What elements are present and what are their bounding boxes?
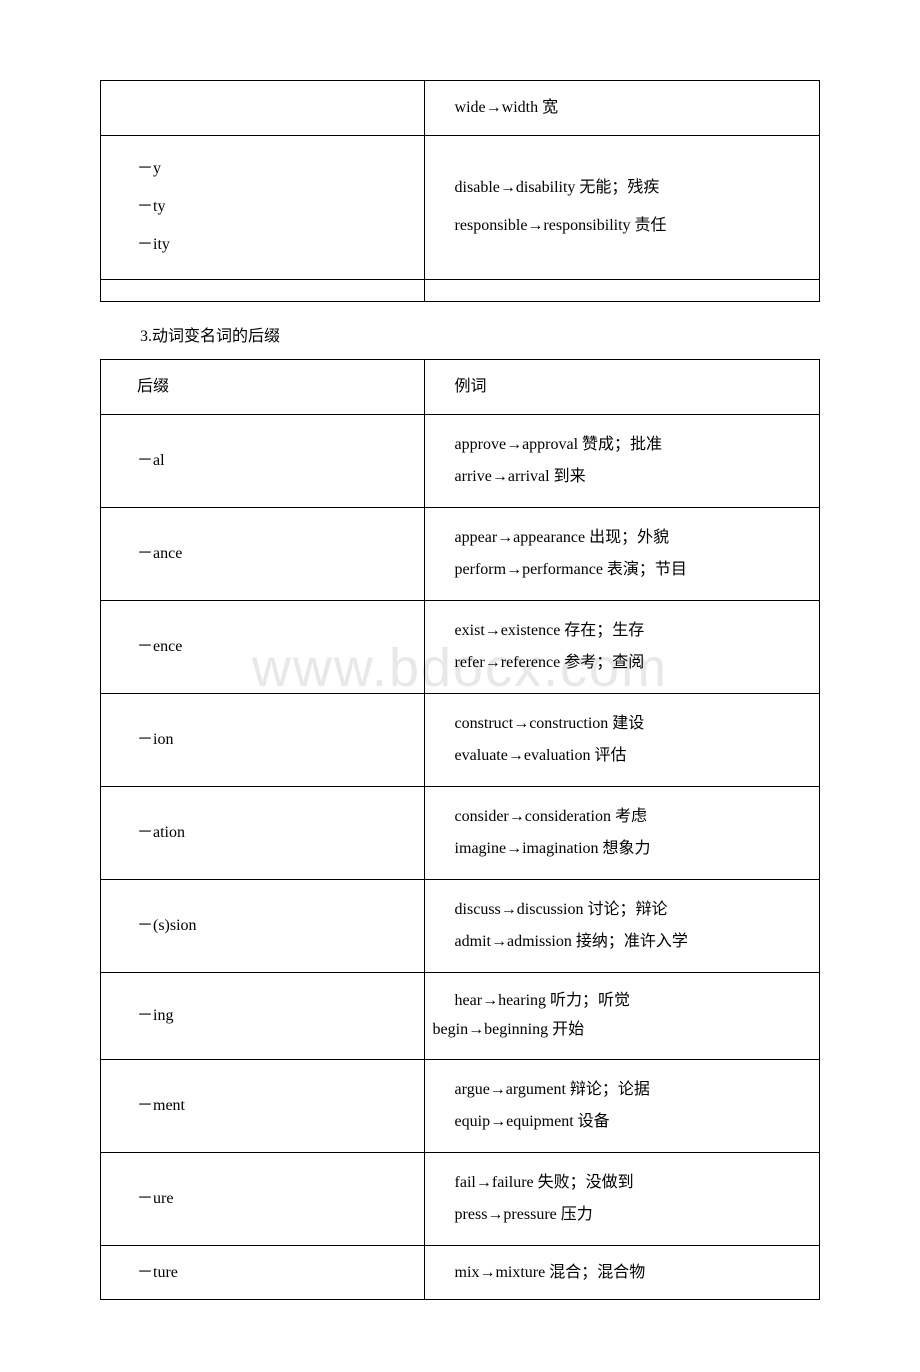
header-example: 例词 <box>424 360 819 415</box>
table-row: wide→width 宽 <box>101 81 820 136</box>
example-line: imagine→imagination 想象力 <box>455 833 811 865</box>
suffix-cell: －ence <box>101 600 425 693</box>
example-line: consider→consideration 考虑 <box>455 801 811 833</box>
table-row <box>101 279 820 301</box>
section-title: 3.动词变名词的后缀 <box>100 314 820 360</box>
example-line: exist→existence 存在；生存 <box>455 615 811 647</box>
table-adj-to-noun-suffixes: wide→width 宽 －y －ty －ity disable→disabil… <box>100 80 820 302</box>
example-line: arrive→arrival 到来 <box>455 461 811 493</box>
table-row: －ing hear→hearing 听力；听觉 begin→beginning … <box>101 972 820 1059</box>
suffix-cell: －ance <box>101 507 425 600</box>
example-cell: appear→appearance 出现；外貌 perform→performa… <box>424 507 819 600</box>
example-text: wide→width 宽 <box>455 99 559 116</box>
example-cell: wide→width 宽 <box>424 81 819 136</box>
example-line: press→pressure 压力 <box>455 1199 811 1231</box>
suffix-cell: －ion <box>101 693 425 786</box>
example-line: discuss→discussion 讨论；辩论 <box>433 894 811 926</box>
suffix-line: －y <box>137 150 416 188</box>
example-line: perform→performance 表演；节目 <box>433 554 811 586</box>
example-cell: disable→disability 无能；残疾 responsible→res… <box>424 135 819 279</box>
suffix-cell: －ing <box>101 972 425 1059</box>
example-cell: argue→argument 辩论；论据 equip→equipment 设备 <box>424 1059 819 1152</box>
table-row: －ence exist→existence 存在；生存 refer→refere… <box>101 600 820 693</box>
table-row: －ure fail→failure 失败；没做到 press→pressure … <box>101 1152 820 1245</box>
example-line: equip→equipment 设备 <box>455 1106 811 1138</box>
suffix-line: －ty <box>137 188 416 226</box>
table-header-row: 后缀 例词 <box>101 360 820 415</box>
suffix-cell: －ment <box>101 1059 425 1152</box>
table-row: －y －ty －ity disable→disability 无能；残疾 res… <box>101 135 820 279</box>
example-line: hear→hearing 听力；听觉 <box>433 987 811 1016</box>
example-cell: fail→failure 失败；没做到 press→pressure 压力 <box>424 1152 819 1245</box>
table-row: －(s)sion discuss→discussion 讨论；辩论 admit→… <box>101 879 820 972</box>
table-row: －al approve→approval 赞成；批准 arrive→arriva… <box>101 414 820 507</box>
header-suffix: 后缀 <box>101 360 425 415</box>
suffix-cell: －ure <box>101 1152 425 1245</box>
example-line: disable→disability 无能；残疾 <box>455 169 811 207</box>
example-cell: mix→mixture 混合；混合物 <box>424 1245 819 1300</box>
suffix-cell <box>101 81 425 136</box>
suffix-cell: －ture <box>101 1245 425 1300</box>
example-line: appear→appearance 出现；外貌 <box>433 522 811 554</box>
example-cell: hear→hearing 听力；听觉 begin→beginning 开始 <box>424 972 819 1059</box>
suffix-cell: －(s)sion <box>101 879 425 972</box>
example-cell: approve→approval 赞成；批准 arrive→arrival 到来 <box>424 414 819 507</box>
example-line: responsible→responsibility 责任 <box>455 207 811 245</box>
table-row: －ture mix→mixture 混合；混合物 <box>101 1245 820 1300</box>
page-container: www.bdocx.com wide→width 宽 －y －ty －ity d… <box>100 80 820 1300</box>
table-row: －ation consider→consideration 考虑 imagine… <box>101 786 820 879</box>
example-cell: discuss→discussion 讨论；辩论 admit→admission… <box>424 879 819 972</box>
example-line: admit→admission 接纳；准许入学 <box>433 926 811 958</box>
example-line: approve→approval 赞成；批准 <box>455 429 811 461</box>
example-cell: consider→consideration 考虑 imagine→imagin… <box>424 786 819 879</box>
table-row: －ment argue→argument 辩论；论据 equip→equipme… <box>101 1059 820 1152</box>
table-verb-to-noun-suffixes: 后缀 例词 －al approve→approval 赞成；批准 arrive→… <box>100 359 820 1300</box>
table-row: －ion construct→construction 建设 evaluate→… <box>101 693 820 786</box>
suffix-cell: －ation <box>101 786 425 879</box>
example-line: evaluate→evaluation 评估 <box>455 740 811 772</box>
example-line: fail→failure 失败；没做到 <box>455 1167 811 1199</box>
example-cell: construct→construction 建设 evaluate→evalu… <box>424 693 819 786</box>
suffix-cell: －y －ty －ity <box>101 135 425 279</box>
suffix-cell-empty <box>101 279 425 301</box>
suffix-line: －ity <box>137 226 416 264</box>
example-cell-empty <box>424 279 819 301</box>
example-line: mix→mixture 混合；混合物 <box>455 1260 811 1286</box>
example-line: construct→construction 建设 <box>455 708 811 740</box>
example-line: argue→argument 辩论；论据 <box>455 1074 811 1106</box>
example-line: refer→reference 参考；查阅 <box>455 647 811 679</box>
example-cell: exist→existence 存在；生存 refer→reference 参考… <box>424 600 819 693</box>
table-row: －ance appear→appearance 出现；外貌 perform→pe… <box>101 507 820 600</box>
example-line: begin→beginning 开始 <box>433 1016 811 1045</box>
content-area: wide→width 宽 －y －ty －ity disable→disabil… <box>100 80 820 1300</box>
suffix-cell: －al <box>101 414 425 507</box>
